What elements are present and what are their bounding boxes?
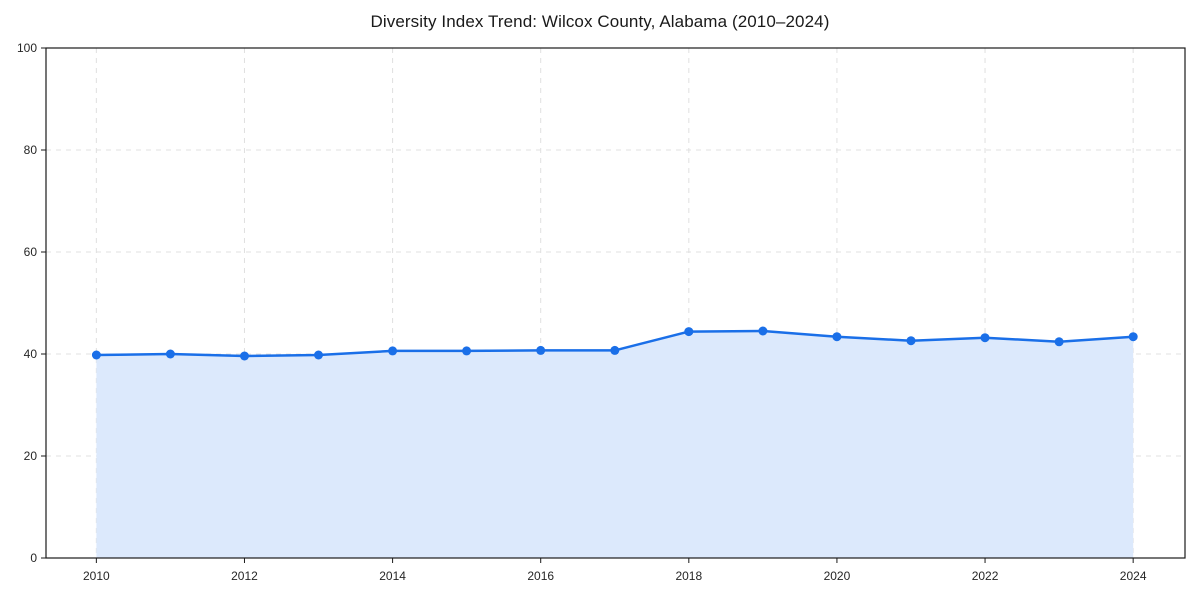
data-point bbox=[91, 350, 101, 360]
y-tick-label: 100 bbox=[17, 41, 37, 55]
x-tick-label: 2010 bbox=[83, 569, 110, 583]
y-tick-label: 60 bbox=[24, 245, 38, 259]
data-point bbox=[462, 346, 472, 356]
data-point bbox=[388, 346, 398, 356]
data-point bbox=[610, 345, 620, 355]
y-tick-label: 20 bbox=[24, 449, 38, 463]
x-tick-label: 2014 bbox=[379, 569, 406, 583]
area-fill bbox=[96, 331, 1134, 558]
x-tick-label: 2022 bbox=[972, 569, 999, 583]
data-point bbox=[1128, 332, 1138, 342]
data-point bbox=[1054, 337, 1064, 347]
data-point bbox=[684, 327, 694, 337]
data-point bbox=[165, 349, 175, 359]
data-point bbox=[536, 345, 546, 355]
data-point bbox=[906, 336, 916, 346]
chart-title: Diversity Index Trend: Wilcox County, Al… bbox=[370, 12, 830, 31]
data-point bbox=[832, 332, 842, 342]
plot-border bbox=[45, 47, 1186, 559]
data-point bbox=[758, 326, 768, 336]
x-tick-label: 2020 bbox=[824, 569, 851, 583]
data-point bbox=[980, 333, 990, 343]
y-tick-label: 40 bbox=[24, 347, 38, 361]
y-tick-label: 80 bbox=[24, 143, 38, 157]
x-tick-label: 2024 bbox=[1120, 569, 1147, 583]
y-tick-label: 0 bbox=[30, 551, 37, 565]
data-point bbox=[240, 351, 249, 361]
x-tick-label: 2016 bbox=[527, 569, 554, 583]
x-tick-label: 2012 bbox=[231, 569, 258, 583]
x-tick-label: 2018 bbox=[675, 569, 702, 583]
data-point bbox=[314, 350, 323, 360]
